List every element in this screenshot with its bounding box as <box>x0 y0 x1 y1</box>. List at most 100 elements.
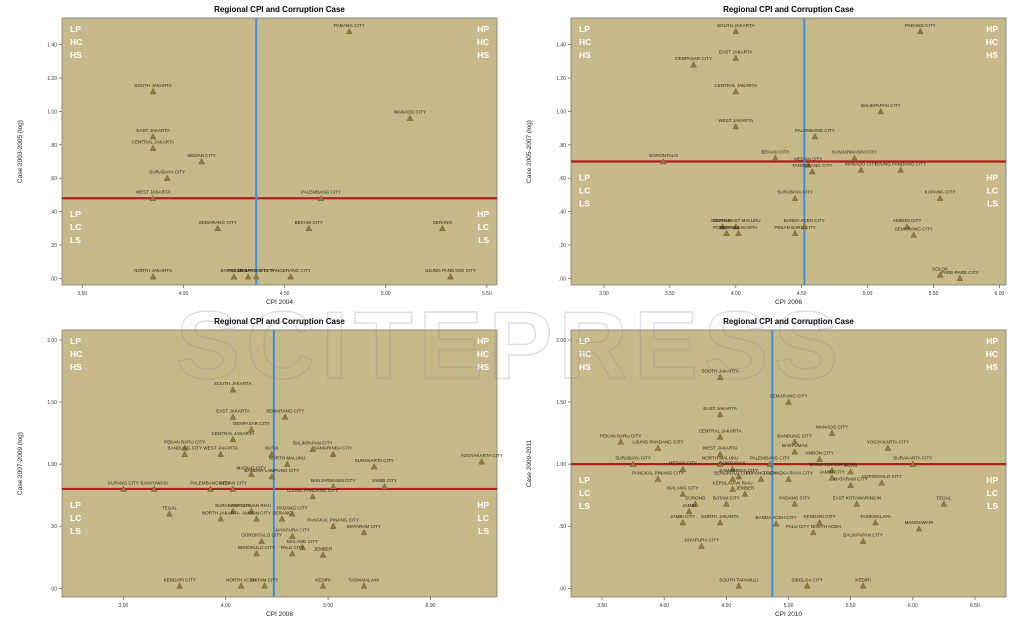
point-solok <box>936 271 944 278</box>
quadrant-label-bottom-right: LC <box>987 186 998 196</box>
point-padang-city <box>791 500 799 507</box>
point-tegal <box>940 500 948 507</box>
point-label-batam-city: BATAM CITY <box>713 495 740 500</box>
point-palembang-city <box>766 460 774 467</box>
point-denpasar-city <box>690 61 697 68</box>
point-south-tapanuli <box>735 582 743 589</box>
point-label-bekasi-city: BEKASI CITY <box>295 220 323 225</box>
point-label-surakarta-city: SURAKARTA CITY <box>893 456 932 461</box>
quadrant-label-bottom-right: HP <box>986 173 998 183</box>
point-south-east-maluku <box>732 223 740 230</box>
y-axis-label: Case 2005-2007 (log) <box>526 120 533 183</box>
point-label-central-jakarta: CENTRAL JAKARTA <box>132 140 176 145</box>
point-central-jakarta <box>732 88 740 95</box>
point-padang-city <box>345 27 353 35</box>
point-pontianak <box>729 465 736 472</box>
point-north-jakarta <box>716 519 724 526</box>
y-tick-label: 1.00 <box>47 109 57 115</box>
quadrant-label-top-left: HS <box>70 362 82 372</box>
point-north-jakarta <box>149 273 157 280</box>
point-label-mataram-city: MATARAM CITY <box>834 477 868 482</box>
point-label-madiad-city: MADIAD CITY <box>237 466 267 471</box>
point-label-malang-city: MALANG CITY <box>287 539 318 544</box>
point-label-pekan-baru-city: PEKAN BARU CITY <box>774 225 815 230</box>
point-label-jambi: JAMBI <box>682 503 696 508</box>
quadrant-label-bottom-right: LC <box>478 222 489 232</box>
point-label-jambi-city: JAMBI CITY <box>372 478 397 483</box>
point-label-sibolga-city: SIBOLGA CITY <box>791 577 823 582</box>
point-bengkulu-city <box>729 475 736 482</box>
point-label-denpasar-city: DENPASAR CITY <box>238 268 275 273</box>
point-label-serang: SERANG <box>433 220 453 225</box>
point-label-tangerang-city: TANGERANG CITY <box>270 268 311 273</box>
point-label-medan-city: MEDAN CITY <box>187 153 215 158</box>
x-tick-label: 3.50 <box>77 291 87 297</box>
point-yogyakarta-city <box>478 458 485 465</box>
quadrant-label-top-left: HS <box>579 50 591 60</box>
point-banjarmasin-city <box>329 483 337 490</box>
point-label-bandung-city: BANDUNG CITY <box>777 433 812 438</box>
x-tick-label: 5.00 <box>863 291 873 297</box>
point-north-maluku <box>716 460 724 467</box>
point-label-manado-city: MANADO CITY <box>394 110 426 115</box>
point-label-kediri: KEDIRI <box>315 577 330 582</box>
point-label-serang: SERANG <box>272 510 292 515</box>
quadrant-label-bottom-left: LP <box>579 173 590 183</box>
quadrant-label-bottom-right: LS <box>478 235 489 245</box>
point-medan-city <box>679 465 687 472</box>
x-tick-label: 3.50 <box>597 603 607 609</box>
point-label-kepulauan-riau: KEPULAUAN RIAU <box>231 503 271 508</box>
point-label-ujung-pandang-city: UJUNG PANDANG CITY <box>425 268 476 273</box>
quadrant-label-top-left: HS <box>579 362 591 372</box>
point-label-semarang-city: SEMARANG CITY <box>769 394 807 399</box>
point-mataram-city <box>847 481 854 488</box>
point-malang-city <box>299 543 306 551</box>
point-label-east-jakarta: EAST JAKARTA <box>136 128 170 133</box>
plot-area <box>61 17 498 286</box>
point-medan-city <box>804 161 812 168</box>
point-south-jakarta <box>229 386 237 393</box>
quadrant-label-bottom-right: HP <box>477 209 489 219</box>
point-label-padang-city: PADANG CITY <box>334 23 365 28</box>
point-label-manado-city: MANADO CITY <box>816 425 848 430</box>
point-label-west-jakarta: WEST JAKARTA <box>718 118 754 123</box>
x-axis-label: CPI 2006 <box>775 299 802 306</box>
point-label-samarinda-city: SAMARINDA CITY <box>314 446 353 451</box>
point-label-padang-city: PADANG CITY <box>779 495 810 500</box>
point-label-north-maluku: NORTH MALUKU <box>702 456 739 461</box>
scatter-chart-cpi-2004: Regional CPI and Corruption Case 3.50 4.00… <box>0 0 509 312</box>
quadrant-label-top-right: HS <box>477 362 489 372</box>
point-label-manado-city: MANADO CITY <box>845 161 877 166</box>
point-ambon-city <box>903 223 911 230</box>
point-label-banjarmasin-city: BANJARMASIN CITY <box>311 478 355 483</box>
point-label-palembang-city: PALEMBANG CITY <box>795 128 835 133</box>
point-surabaya-city <box>791 194 799 201</box>
point-label-west-jakarta: WEST JAKARTA <box>703 446 739 451</box>
y-tick-label: 1.50 <box>47 400 57 406</box>
point-label-palembang-city: PALEMBANG CITY <box>190 480 230 485</box>
point-south-jakarta <box>732 27 740 35</box>
point-label-bandar-lampung-city: BANDAR LAMPUNG CITY <box>244 468 299 473</box>
point-label-east-jakarta: EAST JAKARTA <box>719 50 753 55</box>
y-tick-label: 1.20 <box>556 76 566 82</box>
point-palangka-raya-city <box>785 475 792 482</box>
point-label-kendari-city: KENDARI CITY <box>164 577 196 582</box>
x-tick-label: 4.00 <box>659 603 669 609</box>
point-west-jakarta <box>716 450 724 457</box>
point-central-jakarta <box>229 435 237 442</box>
point-label-padang-city: PADANG CITY <box>277 505 308 510</box>
point-medan-city <box>229 485 237 492</box>
x-tick-label: 4.50 <box>797 291 807 297</box>
point-kepulauan-riau <box>248 507 255 515</box>
point-central-jakarta <box>716 433 724 440</box>
point-label-tegal: TEGAL <box>936 495 952 500</box>
quadrant-label-top-left: HC <box>70 37 82 47</box>
point-label-padang-city: PADANG CITY <box>905 23 936 28</box>
point-label-banjarmasin-city: BANJARMASIN CITY <box>832 150 876 155</box>
point-label-balikpapan-city: BALIKPAPAN CITY <box>293 441 333 446</box>
y-tick-label: .00 <box>50 586 57 592</box>
point-batam-city <box>723 500 730 507</box>
point-banda-aceh-city <box>772 520 780 527</box>
point-serang <box>719 223 726 230</box>
point-label-pekan-baru-city: PEKAN BARU CITY <box>600 433 641 438</box>
